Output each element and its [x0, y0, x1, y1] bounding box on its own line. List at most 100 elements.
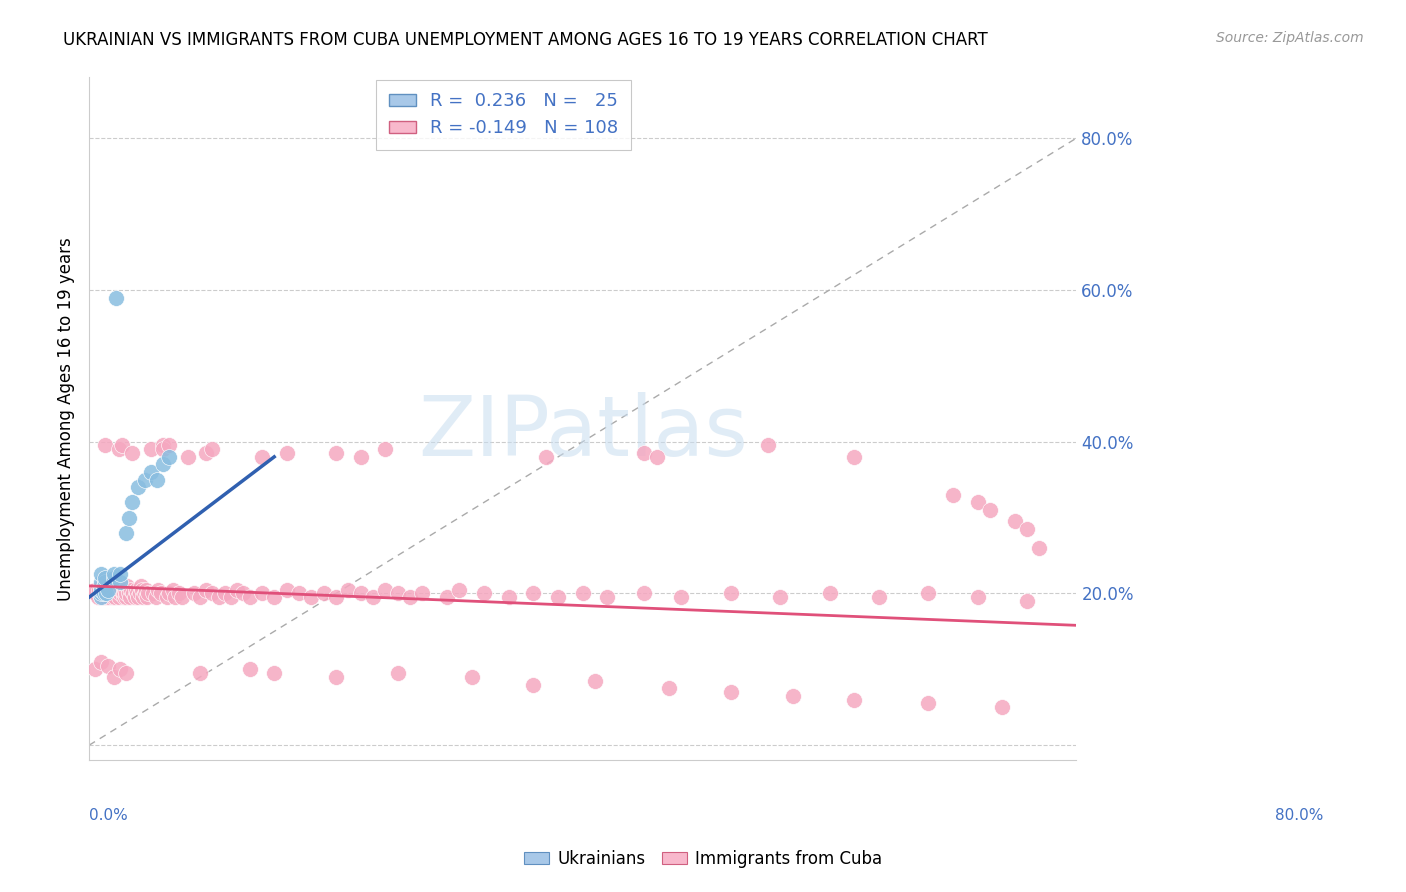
Point: [917, 697, 939, 711]
Point: [522, 677, 544, 691]
Point: [94, 582, 117, 597]
Text: 0.0%: 0.0%: [89, 808, 128, 823]
Point: [145, 591, 167, 605]
Point: [633, 586, 655, 600]
Point: [782, 689, 804, 703]
Point: [498, 591, 520, 605]
Point: [110, 582, 132, 597]
Point: [108, 567, 131, 582]
Point: [232, 586, 254, 600]
Point: [103, 567, 125, 582]
Point: [115, 666, 138, 681]
Point: [93, 586, 115, 600]
Point: [170, 591, 193, 605]
Point: [337, 582, 360, 597]
Point: [117, 586, 139, 600]
Point: [387, 666, 409, 681]
Point: [769, 591, 792, 605]
Point: [90, 575, 112, 590]
Point: [658, 681, 681, 696]
Point: [98, 586, 121, 600]
Point: [97, 582, 120, 597]
Point: [90, 591, 112, 605]
Point: [188, 591, 211, 605]
Point: [152, 442, 174, 457]
Text: UKRAINIAN VS IMMIGRANTS FROM CUBA UNEMPLOYMENT AMONG AGES 16 TO 19 YEARS CORRELA: UKRAINIAN VS IMMIGRANTS FROM CUBA UNEMPL…: [63, 31, 988, 49]
Point: [312, 586, 335, 600]
Point: [94, 438, 117, 452]
Point: [818, 586, 841, 600]
Point: [299, 591, 322, 605]
Point: [111, 438, 134, 452]
Point: [399, 591, 422, 605]
Point: [103, 586, 125, 600]
Point: [90, 567, 112, 582]
Point: [124, 591, 146, 605]
Point: [917, 586, 939, 600]
Point: [105, 582, 128, 597]
Point: [325, 670, 347, 684]
Point: [165, 591, 187, 605]
Point: [127, 480, 149, 494]
Point: [112, 591, 135, 605]
Point: [868, 591, 890, 605]
Point: [157, 450, 180, 464]
Point: [250, 450, 273, 464]
Point: [103, 571, 125, 585]
Legend: R =  0.236   N =   25, R = -0.149   N = 108: R = 0.236 N = 25, R = -0.149 N = 108: [377, 79, 631, 150]
Point: [114, 582, 136, 597]
Point: [103, 670, 125, 684]
Point: [84, 586, 107, 600]
Point: [146, 473, 169, 487]
Point: [325, 446, 347, 460]
Point: [195, 582, 218, 597]
Point: [120, 582, 142, 597]
Point: [136, 591, 159, 605]
Point: [103, 579, 125, 593]
Point: [157, 586, 180, 600]
Point: [152, 438, 174, 452]
Point: [107, 586, 129, 600]
Point: [96, 586, 118, 600]
Point: [633, 446, 655, 460]
Legend: Ukrainians, Immigrants from Cuba: Ukrainians, Immigrants from Cuba: [517, 844, 889, 875]
Point: [125, 582, 148, 597]
Point: [104, 591, 127, 605]
Point: [226, 582, 249, 597]
Text: Source: ZipAtlas.com: Source: ZipAtlas.com: [1216, 31, 1364, 45]
Point: [276, 582, 298, 597]
Point: [411, 586, 433, 600]
Point: [93, 579, 115, 593]
Point: [844, 692, 866, 706]
Point: [90, 655, 112, 669]
Point: [136, 586, 159, 600]
Point: [149, 586, 172, 600]
Point: [117, 510, 139, 524]
Point: [90, 586, 112, 600]
Point: [349, 450, 371, 464]
Point: [177, 450, 200, 464]
Point: [157, 438, 180, 452]
Point: [583, 673, 606, 688]
Point: [349, 586, 371, 600]
Point: [93, 586, 115, 600]
Point: [966, 591, 988, 605]
Point: [183, 586, 205, 600]
Point: [596, 591, 619, 605]
Point: [449, 582, 471, 597]
Point: [108, 575, 131, 590]
Point: [127, 586, 149, 600]
Point: [219, 591, 242, 605]
Point: [942, 488, 965, 502]
Point: [121, 446, 143, 460]
Point: [1015, 594, 1038, 608]
Point: [139, 465, 162, 479]
Point: [436, 591, 458, 605]
Point: [152, 458, 174, 472]
Text: 80.0%: 80.0%: [1275, 808, 1323, 823]
Point: [122, 586, 145, 600]
Point: [118, 591, 141, 605]
Point: [374, 442, 396, 457]
Point: [756, 438, 779, 452]
Point: [1028, 541, 1050, 555]
